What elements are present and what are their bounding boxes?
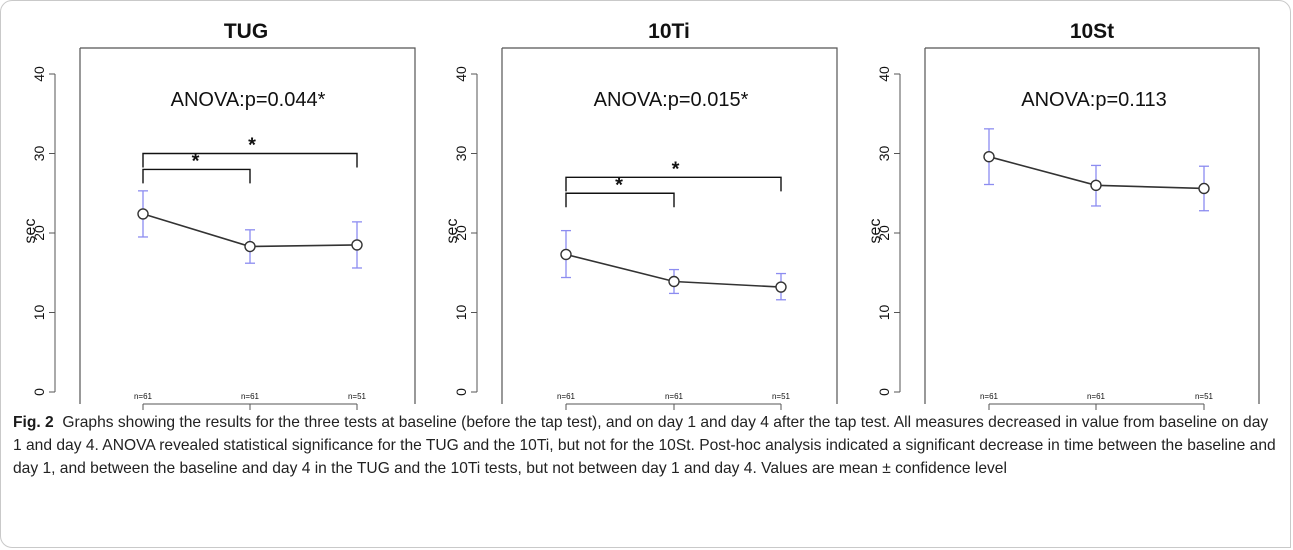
y-axis-label: sec bbox=[22, 219, 39, 244]
significance-star: * bbox=[672, 158, 680, 180]
mean-point bbox=[560, 248, 572, 261]
y-tick-label: 30 bbox=[453, 146, 469, 162]
anova-annotation: ANOVA:p=0.015* bbox=[594, 89, 749, 111]
charts-area: TUG ANOVA:p=0.044* sec 0 10 20 30 40 Baseline n=6… bbox=[22, 20, 1260, 410]
n-label: n=61 bbox=[1087, 392, 1106, 401]
x-tick-label: Baseline bbox=[960, 409, 1018, 410]
mean-point bbox=[775, 281, 787, 293]
y-tick-label: 10 bbox=[453, 305, 469, 321]
y-tick-label: 40 bbox=[31, 66, 47, 82]
y-axis-label: sec bbox=[444, 219, 461, 244]
anova-annotation: ANOVA:p=0.044* bbox=[171, 89, 326, 111]
caption-text: Graphs showing the results for the three… bbox=[13, 414, 1276, 477]
y-tick-label: 0 bbox=[876, 388, 892, 396]
n-label: n=51 bbox=[772, 392, 791, 401]
n-label: n=61 bbox=[134, 392, 153, 401]
y-tick-label: 0 bbox=[453, 388, 469, 396]
chart-panel-10ti: 10Ti ANOVA:p=0.015* sec 0 10 20 30 40 Baseline n=… bbox=[444, 20, 838, 410]
significance-bracket bbox=[565, 192, 675, 208]
mean-point bbox=[668, 275, 680, 288]
figure-label: Fig. 2 bbox=[13, 414, 54, 431]
y-tick-label: 40 bbox=[876, 66, 892, 82]
x-tick-label: Day4 bbox=[1186, 409, 1221, 410]
x-tick-label: Baseline bbox=[537, 409, 595, 410]
x-tick-label: Day1 bbox=[1078, 409, 1113, 410]
significance-bracket bbox=[142, 152, 358, 168]
n-label: n=61 bbox=[980, 392, 999, 401]
x-tick-label: Day1 bbox=[232, 409, 267, 410]
mean-point bbox=[1198, 182, 1210, 195]
x-tick-label: Baseline bbox=[114, 409, 172, 410]
significance-star: * bbox=[615, 174, 623, 196]
y-tick-label: 30 bbox=[876, 146, 892, 162]
n-label: n=61 bbox=[557, 392, 576, 401]
y-tick-label: 10 bbox=[31, 305, 47, 321]
n-label: n=61 bbox=[665, 392, 684, 401]
n-label: n=51 bbox=[348, 392, 367, 401]
mean-point bbox=[137, 208, 149, 220]
y-axis-label: sec bbox=[867, 219, 884, 244]
x-tick-label: Day4 bbox=[763, 409, 798, 410]
mean-point bbox=[351, 239, 363, 251]
chart-panel-tug: TUG ANOVA:p=0.044* sec 0 10 20 30 40 Baseline n=6… bbox=[22, 20, 416, 410]
significance-bracket bbox=[565, 176, 782, 192]
n-label: n=61 bbox=[241, 392, 260, 401]
chart-panel-10st: 10St ANOVA:p=0.113 sec 0 10 20 30 40 Baseline n=6… bbox=[867, 20, 1260, 410]
chart-title: TUG bbox=[224, 20, 268, 43]
plot-border bbox=[925, 47, 1260, 404]
x-tick-label: Day4 bbox=[339, 409, 374, 410]
plot-border bbox=[80, 47, 416, 404]
chart-title: 10St bbox=[1070, 20, 1114, 43]
x-tick-label: Day1 bbox=[656, 409, 691, 410]
y-tick-label: 40 bbox=[453, 66, 469, 82]
y-tick-label: 0 bbox=[31, 388, 47, 396]
mean-point bbox=[244, 240, 256, 253]
n-label: n=51 bbox=[1195, 392, 1214, 401]
y-tick-label: 20 bbox=[876, 225, 892, 241]
y-tick-label: 20 bbox=[31, 225, 47, 241]
mean-point bbox=[983, 150, 995, 163]
significance-star: * bbox=[248, 135, 256, 157]
significance-star: * bbox=[192, 150, 200, 172]
significance-bracket bbox=[142, 168, 251, 184]
y-tick-label: 20 bbox=[453, 225, 469, 241]
y-tick-label: 30 bbox=[31, 146, 47, 162]
anova-annotation: ANOVA:p=0.113 bbox=[1021, 89, 1166, 111]
plot-border bbox=[502, 47, 838, 404]
figure-caption: Fig. 2 Graphs showing the results for th… bbox=[13, 411, 1281, 480]
mean-point bbox=[1090, 179, 1102, 192]
y-tick-label: 10 bbox=[876, 305, 892, 321]
chart-title: 10Ti bbox=[648, 20, 690, 43]
